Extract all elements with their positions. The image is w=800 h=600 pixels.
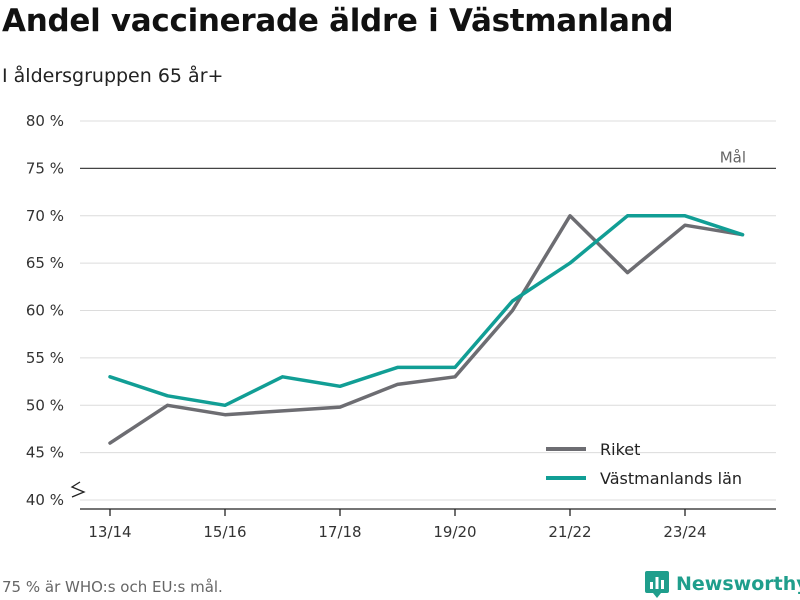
y-tick-label: 70 % xyxy=(26,207,64,225)
y-tick-label: 75 % xyxy=(26,159,64,177)
goal-label: Mål xyxy=(720,148,746,166)
chart-subtitle: I åldersgruppen 65 år+ xyxy=(2,65,224,87)
legend-label: Riket xyxy=(600,440,640,459)
brand-logo: Newsworthy xyxy=(644,568,800,600)
y-tick-label: 40 % xyxy=(26,491,64,509)
axis-break-mark xyxy=(70,481,86,498)
chart-title: Andel vaccinerade äldre i Västmanland xyxy=(2,3,674,39)
series-line-0 xyxy=(108,214,745,445)
x-tick-label: 21/22 xyxy=(548,523,591,541)
newsworthy-logo-icon xyxy=(645,571,669,598)
x-tick-label: 15/16 xyxy=(203,523,246,541)
y-tick-label: 60 % xyxy=(26,302,64,320)
y-tick-label: 80 % xyxy=(26,112,64,130)
series-lines xyxy=(108,214,745,445)
legend: Riket Västmanlands län xyxy=(546,440,742,488)
brand-name: Newsworthy xyxy=(676,573,800,595)
legend-label: Västmanlands län xyxy=(600,469,742,488)
x-tick-label: 23/24 xyxy=(663,523,706,541)
line-chart: 40 % 45 % 50 % 55 % 60 % 65 % 70 % 75 % 80 % Mål… xyxy=(26,112,776,541)
x-axis: 13/14 15/16 17/18 19/20 21/22 23/24 xyxy=(80,508,776,541)
reference-line: Mål xyxy=(80,148,776,170)
y-tick-label: 55 % xyxy=(26,349,64,367)
series-line-1 xyxy=(108,214,745,408)
x-tick-label: 19/20 xyxy=(433,523,476,541)
y-tick-label: 50 % xyxy=(26,396,64,414)
x-tick-label: 13/14 xyxy=(88,523,131,541)
y-tick-label: 45 % xyxy=(26,444,64,462)
y-tick-label: 65 % xyxy=(26,254,64,272)
y-axis-ticks: 40 % 45 % 50 % 55 % 60 % 65 % 70 % 75 % 80 % xyxy=(26,112,86,509)
x-tick-label: 17/18 xyxy=(318,523,361,541)
footnote: 75 % är WHO:s och EU:s mål. xyxy=(2,578,223,596)
grid-lines xyxy=(80,120,776,501)
